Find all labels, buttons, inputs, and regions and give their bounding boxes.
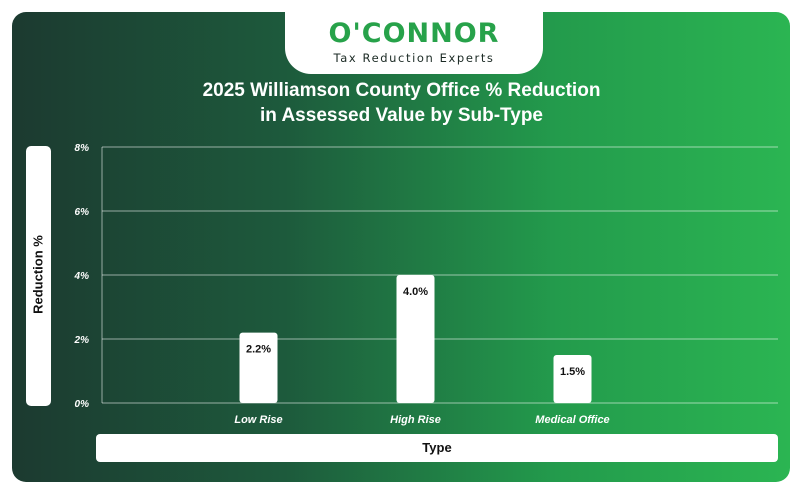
x-tick-label: High Rise	[390, 414, 441, 426]
chart-title-line1: 2025 Williamson County Office % Reductio…	[202, 80, 601, 101]
x-axis-label-box	[96, 434, 778, 462]
chart-title: 2025 Williamson County Office % Reductio…	[0, 78, 803, 128]
chart-title-line2: in Assessed Value by Sub-Type	[260, 105, 543, 126]
brand-tagline: Tax Reduction Experts	[333, 51, 495, 65]
chart-card: O'CONNOR Tax Reduction Experts	[12, 12, 790, 482]
y-tick-label: 0%	[75, 399, 90, 410]
bar	[239, 332, 278, 403]
y-tick-labels: 0% 2% 4% 6% 8%	[74, 143, 90, 410]
bar-value-label: 2.2%	[246, 344, 271, 356]
gridlines	[101, 146, 778, 404]
bar	[396, 275, 435, 403]
bar-value-label: 4.0%	[403, 286, 428, 298]
y-tick-label: 2%	[74, 335, 90, 346]
brand-logo: O'CONNOR	[328, 18, 500, 49]
y-tick-label: 8%	[75, 143, 90, 154]
bar-value-label: 1.5%	[560, 366, 585, 378]
bar	[553, 355, 592, 403]
y-axis-label-box	[26, 146, 51, 406]
y-tick-label: 4%	[74, 271, 90, 282]
logo-tab: O'CONNOR Tax Reduction Experts	[285, 12, 543, 74]
x-tick-label: Medical Office	[535, 414, 609, 426]
x-axis-label: Type	[422, 440, 452, 455]
x-tick-label: Low Rise	[234, 414, 282, 426]
y-tick-label: 6%	[75, 207, 90, 218]
bars: 2.2% 4.0% 1.5%	[239, 275, 592, 403]
x-tick-labels: Low Rise High Rise Medical Office	[234, 414, 609, 426]
